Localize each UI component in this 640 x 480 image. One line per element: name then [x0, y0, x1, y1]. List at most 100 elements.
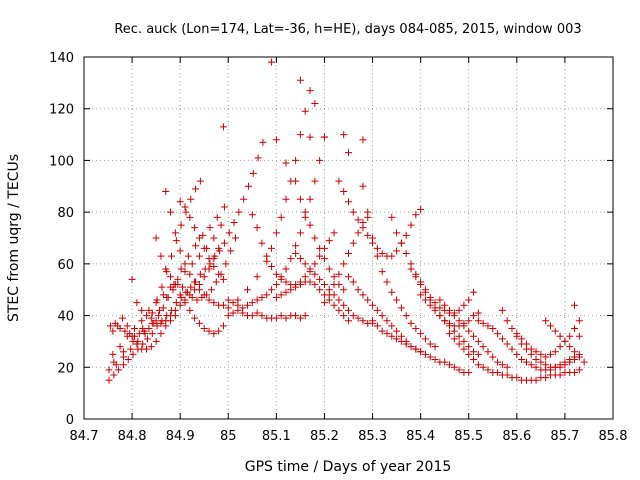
data-point: [282, 288, 290, 296]
data-point: [417, 330, 425, 338]
data-point: [148, 330, 156, 338]
data-point: [369, 317, 377, 325]
data-point: [542, 361, 550, 369]
data-point: [210, 299, 218, 307]
data-point: [402, 250, 410, 258]
data-point: [364, 296, 372, 304]
data-point: [210, 234, 218, 242]
data-point: [575, 317, 583, 325]
data-point: [231, 234, 239, 242]
data-point: [306, 195, 314, 203]
data-point: [345, 149, 352, 157]
data-point: [320, 299, 328, 307]
data-point: [176, 301, 184, 309]
data-point: [205, 255, 213, 263]
data-point: [282, 195, 290, 203]
data-point: [195, 319, 203, 327]
x-tick-label: 85.3: [358, 429, 387, 444]
data-point: [138, 306, 146, 314]
data-point: [205, 265, 213, 273]
data-point: [345, 198, 352, 206]
data-point: [296, 314, 304, 322]
data-point: [494, 330, 502, 338]
data-point: [479, 319, 487, 327]
data-point: [479, 363, 487, 371]
data-point: [470, 348, 478, 356]
y-tick-label: 120: [49, 103, 74, 118]
data-point: [316, 252, 324, 260]
y-tick-label: 80: [57, 206, 74, 221]
data-point: [474, 337, 482, 345]
data-point: [123, 322, 131, 330]
data-point: [489, 325, 497, 332]
data-point: [503, 371, 511, 379]
data-point: [407, 343, 415, 351]
data-point: [537, 358, 545, 366]
data-point: [282, 159, 290, 167]
data-point: [224, 312, 232, 320]
data-point: [162, 265, 170, 273]
data-point: [206, 260, 214, 268]
x-tick-label: 84.9: [166, 429, 195, 444]
data-point: [147, 314, 155, 322]
data-point: [571, 301, 579, 309]
data-point: [116, 343, 124, 351]
x-tick-label: 85.7: [550, 429, 579, 444]
data-point: [129, 337, 137, 345]
data-point: [417, 281, 425, 289]
data-point: [119, 348, 127, 356]
data-point: [417, 206, 425, 214]
data-point: [522, 340, 530, 348]
data-point: [561, 361, 569, 369]
data-point: [205, 327, 213, 335]
data-point: [335, 296, 343, 304]
data-point: [135, 330, 143, 338]
data-point: [195, 252, 203, 260]
data-point: [186, 306, 194, 314]
data-point: [311, 234, 319, 242]
data-point: [215, 327, 223, 335]
data-point: [566, 343, 574, 351]
data-point: [200, 291, 208, 299]
data-point: [465, 350, 473, 358]
data-point: [301, 260, 309, 268]
data-point: [301, 107, 309, 115]
x-tick-label: 85.4: [406, 429, 435, 444]
data-point: [316, 244, 324, 252]
data-point: [441, 301, 449, 309]
data-point: [330, 281, 338, 289]
data-point: [224, 304, 232, 312]
data-point: [152, 299, 160, 307]
data-point: [474, 350, 482, 358]
data-point: [426, 353, 434, 361]
data-point: [296, 281, 304, 289]
data-point: [196, 270, 204, 278]
data-point: [311, 100, 319, 108]
data-point: [431, 306, 439, 314]
data-point: [527, 361, 535, 369]
data-point: [200, 325, 208, 332]
y-tick-label: 40: [57, 310, 74, 325]
data-point: [465, 343, 473, 351]
data-point: [373, 322, 381, 330]
data-point: [195, 286, 203, 294]
data-point: [359, 182, 367, 190]
chart-title: Rec. auck (Lon=174, Lat=-36, h=HE), days…: [114, 22, 581, 37]
data-point: [571, 348, 579, 356]
data-point: [354, 286, 362, 294]
data-point: [421, 350, 429, 358]
data-point: [369, 234, 377, 242]
data-point: [465, 327, 473, 335]
data-point: [335, 177, 343, 185]
data-point: [388, 332, 396, 340]
data-point: [325, 265, 333, 273]
data-point: [470, 356, 478, 364]
data-point: [143, 312, 151, 320]
data-point: [272, 136, 280, 144]
data-point: [167, 317, 175, 325]
x-tick-label: 84.8: [118, 429, 147, 444]
data-point: [455, 317, 463, 325]
data-point: [306, 133, 314, 141]
data-point: [340, 312, 348, 320]
